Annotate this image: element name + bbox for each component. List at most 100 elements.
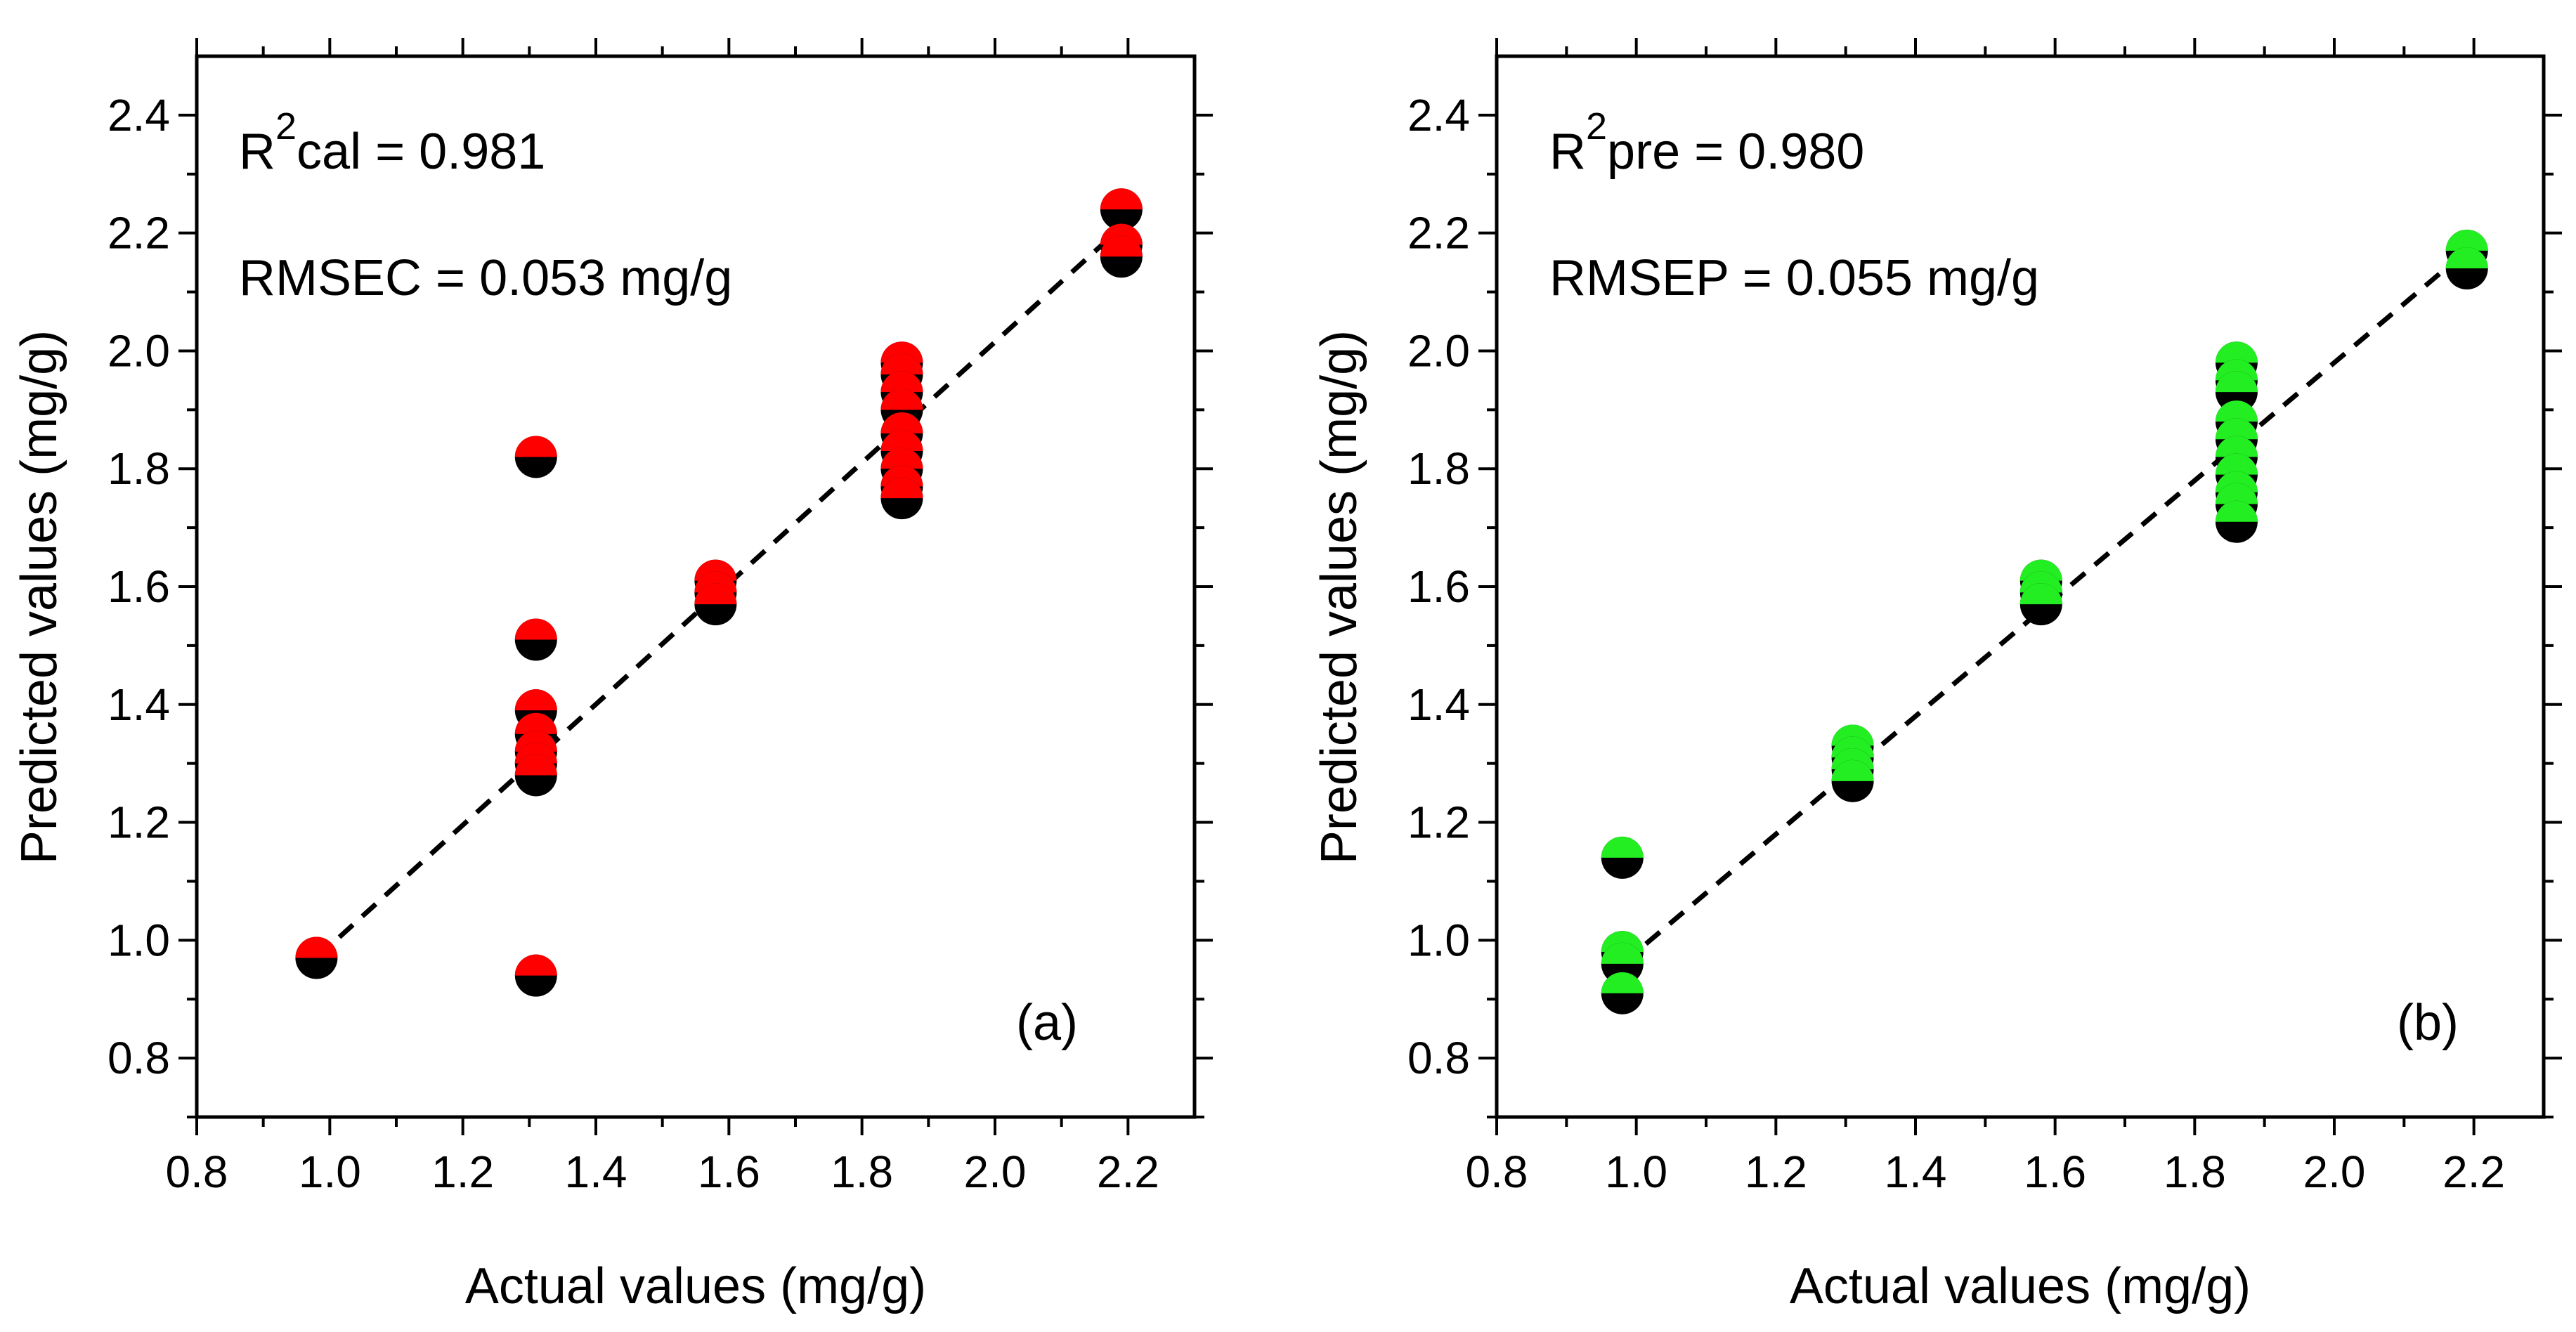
y-tick-label: 2.2 — [1407, 208, 1470, 259]
data-point-top — [2215, 341, 2258, 363]
data-point — [1601, 836, 1644, 879]
data-point — [2019, 583, 2062, 626]
data-point-top — [880, 430, 923, 452]
data-point-top — [2215, 371, 2258, 393]
data-point — [514, 754, 557, 797]
data-point-top — [1601, 942, 1644, 964]
x-tick-label: 2.2 — [2442, 1147, 2505, 1197]
data-point-top — [1831, 759, 1874, 781]
data-point — [514, 954, 557, 997]
data-point-top — [2445, 229, 2488, 251]
x-tick-label: 0.8 — [1466, 1147, 1528, 1197]
data-point-top — [2215, 500, 2258, 522]
data-point-top — [2215, 453, 2258, 475]
x-tick-label: 1.2 — [1745, 1147, 1807, 1197]
data-point-top — [2215, 483, 2258, 504]
x-tick-label: 1.0 — [1605, 1147, 1667, 1197]
data-point-top — [2019, 583, 2062, 605]
data-point-top — [514, 954, 557, 976]
panel-label: (b) — [2397, 995, 2459, 1051]
data-point-top — [2445, 247, 2488, 268]
data-point — [295, 936, 338, 979]
fit-line — [315, 219, 1130, 960]
y-tick-label: 1.8 — [1407, 443, 1470, 494]
x-tick-label: 0.8 — [166, 1147, 228, 1197]
y-tick-label: 0.8 — [108, 1033, 170, 1083]
y-tick-label: 1.4 — [108, 679, 170, 730]
data-point-top — [880, 371, 923, 393]
x-tick-label: 1.4 — [565, 1147, 627, 1197]
y-tick-label: 1.6 — [108, 561, 170, 612]
y-tick-label: 1.6 — [1407, 561, 1470, 612]
data-point-top — [880, 353, 923, 374]
x-tick-label: 2.2 — [1097, 1147, 1159, 1197]
data-point-top — [514, 754, 557, 776]
x-axis-label: Actual values (mg/g) — [465, 1258, 926, 1314]
x-tick-label: 1.8 — [831, 1147, 893, 1197]
x-tick-label: 1.8 — [2164, 1147, 2226, 1197]
y-tick-label: 1.0 — [1407, 915, 1470, 965]
y-axis-label: Predicted values (mg/g) — [11, 330, 67, 864]
x-tick-label: 1.0 — [299, 1147, 361, 1197]
data-point — [514, 436, 557, 478]
data-point — [1100, 235, 1143, 278]
data-point-top — [694, 583, 737, 605]
y-tick-label: 2.4 — [108, 90, 170, 141]
panel-label: (a) — [1016, 995, 1078, 1051]
data-point-top — [514, 689, 557, 711]
data-point — [2215, 371, 2258, 414]
y-axis-label: Predicted values (mg/g) — [1311, 330, 1367, 864]
data-point — [514, 618, 557, 661]
data-point-top — [1601, 836, 1644, 858]
y-tick-label: 1.2 — [108, 797, 170, 848]
x-tick-label: 2.0 — [2303, 1147, 2366, 1197]
chart-panel-b: 0.8 1.0 1.2 1.4 1.6 1.8 2.0 2.2 0.8 1.0 1.2 1.4 1.6 1… — [1311, 38, 2562, 1314]
data-point-top — [2215, 400, 2258, 422]
x-tick-label: 2.0 — [964, 1147, 1027, 1197]
x-tick-label: 1.6 — [2024, 1147, 2086, 1197]
r2-annotation: R2pre = 0.980 — [1549, 105, 1864, 180]
data-point-top — [514, 712, 557, 734]
data-point — [1601, 972, 1644, 1014]
data-point — [2215, 500, 2258, 543]
rmse-annotation: RMSEC = 0.053 mg/g — [239, 250, 732, 306]
data-point-top — [2215, 436, 2258, 457]
r2-superscript: 2 — [275, 105, 297, 148]
r2-base: R — [1549, 124, 1586, 180]
y-tick-label: 2.0 — [1407, 325, 1470, 376]
data-point-top — [2215, 418, 2258, 440]
x-tick-label: 1.6 — [698, 1147, 760, 1197]
data-point — [1831, 759, 1874, 802]
data-point-top — [880, 412, 923, 433]
r2-superscript: 2 — [1586, 105, 1607, 148]
data-point-top — [880, 388, 923, 410]
rmse-annotation: RMSEP = 0.055 mg/g — [1549, 250, 2039, 306]
y-tick-label: 1.8 — [108, 443, 170, 494]
x-tick-label: 1.2 — [431, 1147, 494, 1197]
r2-value: cal = 0.981 — [297, 124, 545, 180]
data-point-top — [880, 448, 923, 469]
y-tick-label: 2.4 — [1407, 90, 1470, 141]
y-tick-label: 2.2 — [108, 208, 170, 259]
y-tick-label: 1.0 — [108, 915, 170, 965]
data-point-top — [1100, 188, 1143, 210]
data-point — [694, 583, 737, 626]
data-point-top — [1601, 972, 1644, 993]
plot-frame — [1495, 54, 2546, 1119]
y-tick-label: 0.8 — [1407, 1033, 1470, 1083]
y-tick-label: 2.0 — [108, 325, 170, 376]
x-axis-label: Actual values (mg/g) — [1790, 1258, 2251, 1314]
data-point — [880, 477, 923, 520]
x-tick-label: 1.4 — [1885, 1147, 1947, 1197]
y-tick-label: 1.4 — [1407, 679, 1470, 730]
chart-panel-a: 0.8 1.0 1.2 1.4 1.6 1.8 2.0 2.2 0.8 1.0 1.2 1.4 1.6 1… — [11, 38, 1213, 1314]
y-tick-label: 1.2 — [1407, 797, 1470, 848]
r2-base: R — [239, 124, 275, 180]
data-point-top — [880, 477, 923, 499]
data-point-top — [514, 618, 557, 640]
data-point — [1601, 942, 1644, 985]
r2-annotation: R2cal = 0.981 — [239, 105, 545, 180]
data-point — [2445, 247, 2488, 289]
data-point-top — [295, 936, 338, 958]
